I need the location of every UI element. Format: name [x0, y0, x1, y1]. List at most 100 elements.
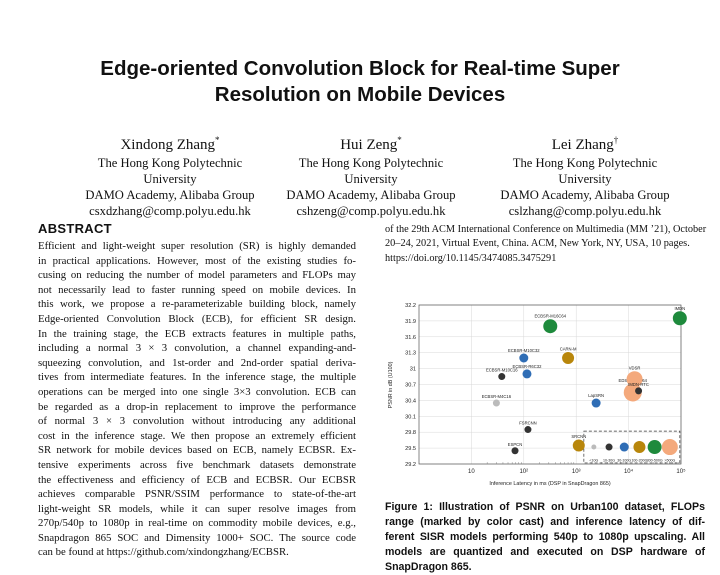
caption-line: range (marked by color cast) and inferen…: [385, 516, 705, 528]
y-axis-label: PSNR in dB (U100): [388, 361, 394, 408]
author-block: Lei Zhang† The Hong Kong Polytechnic Uni…: [470, 131, 700, 219]
data-point: [524, 426, 532, 434]
data-point: [492, 399, 500, 407]
flops-legend: <10G 10-30G 30-100G 100-200G 300-500G >500G: [589, 439, 678, 462]
legend-label: 10-30G: [603, 458, 615, 462]
data-point: [498, 373, 506, 381]
abstract-line: SR network for mobile devices based on E…: [38, 444, 356, 457]
x-tick-label: 10⁵: [676, 468, 686, 475]
legend-label: 100-200G: [631, 458, 647, 462]
abstract-line: can be found at https://github.com/xindo…: [38, 546, 289, 559]
x-axis-label: Inference Latency in ms (DSP in SnapDrag…: [489, 481, 610, 487]
author-affiliation: DAMO Academy, Alibaba Group: [286, 188, 456, 202]
abstract-line: Snapdragon 865 SOC and Dimensity 1000+ S…: [38, 531, 356, 544]
psnr-latency-chart: 29.2 29.5 29.8 30.1 30.4 30.7 31 31.3 31.6 31.9 32…: [388, 303, 687, 487]
data-point: [591, 398, 601, 408]
data-point-label: SRCNN: [571, 434, 586, 439]
caption-line: Figure 1: Illustration of PSNR on Urban1…: [385, 501, 705, 513]
data-point-label: ECBSR-M16C64: [534, 314, 566, 319]
x-tick-label: 10⁴: [624, 468, 634, 475]
abstract-line: this work, we propose a re-parameterizab…: [38, 298, 356, 311]
abstract-heading: ABSTRACT: [38, 221, 112, 236]
reference-format: of the 29th ACM International Conference…: [385, 223, 707, 266]
abstract-line: the effectiveness and efficiency of ECB …: [38, 473, 356, 486]
data-point: [511, 447, 519, 455]
paper-title: Edge-oriented Convolution Block for Real…: [40, 56, 680, 108]
data-point-label: LapSRN: [588, 393, 604, 398]
y-tick-label: 31.3: [405, 351, 416, 357]
abstract-line: In the training stage, the ECB extracts …: [38, 327, 356, 340]
caption-line: ferent SISR models performing 540p to 10…: [385, 531, 705, 543]
x-tick-label: 10: [468, 469, 475, 475]
abstract-line: cost in the inference stage. We then pro…: [38, 429, 356, 442]
data-point: [543, 319, 558, 334]
y-tick-label: 32.2: [405, 303, 416, 309]
author-affiliation: The Hong Kong Polytechnic: [97, 156, 243, 170]
x-axis-ticks: 10 10² 10³ 10⁴ 10⁵: [468, 468, 686, 475]
author-affiliation: DAMO Academy, Alibaba Group: [500, 188, 670, 202]
data-point-label: FSRCNN: [519, 421, 536, 426]
abstract-line: 270p/540p to 1080p in real-time on commo…: [38, 517, 356, 530]
legend-label: 30-100G: [617, 458, 631, 462]
author-affiliation: University: [344, 172, 398, 186]
y-tick-label: 29.2: [405, 462, 416, 468]
author-affiliation: University: [558, 172, 612, 186]
flops-legend-box: [583, 430, 681, 464]
legend-label: >500G: [664, 458, 675, 462]
abstract-line: light-weight SR models, while it can sup…: [38, 502, 356, 515]
y-tick-label: 31.9: [405, 319, 416, 325]
abstract-line: squeezing convolution, and 1st-order and…: [38, 356, 356, 369]
author-block: Hui Zeng* The Hong Kong Polytechnic Univ…: [256, 131, 486, 219]
legend-marker: [619, 442, 629, 452]
abstract-line: of normal 3 × 3 convolution without intr…: [38, 415, 356, 428]
y-tick-label: 31.6: [405, 335, 416, 341]
abstract-line: be regarded as a drop-in replacement to …: [38, 400, 356, 413]
reference-line: 20–24, 2021, Virtual Event, China. ACM, …: [385, 238, 690, 250]
paper-title-line: Resolution on Mobile Devices: [214, 83, 506, 106]
author-affiliation: The Hong Kong Polytechnic: [512, 156, 658, 170]
data-point: [562, 352, 575, 364]
legend-label: 300-500G: [647, 458, 663, 462]
plot-frame: [418, 304, 682, 465]
abstract-line: tensive experiments across five benchmar…: [38, 458, 356, 471]
data-point: [672, 311, 687, 326]
reference-line: https://doi.org/10.1145/3474085.3475291: [385, 252, 557, 264]
data-point-label: ECBSR-R6C32: [513, 364, 543, 369]
legend-marker: [633, 441, 646, 454]
author-name: Lei Zhang†: [551, 135, 619, 153]
legend-marker: [591, 444, 597, 450]
author-email[interactable]: cslzhang@comp.polyu.edu.hk: [508, 204, 662, 218]
data-point: [635, 387, 643, 395]
y-axis-ticks: 29.2 29.5 29.8 30.1 30.4 30.7 31 31.3 31.6 31.9 32…: [405, 303, 416, 468]
abstract-line: in practical applications. However, most…: [38, 254, 356, 267]
data-points: EDSR-R16C64IMDNECBSR-M16C64CARN-MECBSR-M…: [482, 306, 687, 455]
data-point-label: CARN-M: [560, 347, 577, 352]
abstract-line: cusing on reducing the number of model p…: [38, 269, 356, 282]
abstract-line: tives from intermediate features. In the…: [38, 371, 356, 384]
author-email[interactable]: csxdzhang@comp.polyu.edu.hk: [89, 204, 251, 218]
abstract-line: including a normal 3 × 3 convolution, a …: [38, 342, 356, 355]
y-tick-label: 31: [410, 367, 416, 373]
data-point-label: IMDN: [674, 306, 685, 311]
data-point-label: ESPCN: [508, 442, 522, 447]
reference-line: of the 29th ACM International Conference…: [385, 224, 707, 235]
legend-marker: [661, 439, 678, 456]
data-point-label: ECBSR-M4C16: [482, 394, 512, 399]
author-email[interactable]: cshzeng@comp.polyu.edu.hk: [296, 204, 446, 218]
abstract-line: Edge-oriented Convolution Block (ECB), f…: [38, 312, 356, 325]
y-tick-label: 29.5: [405, 446, 416, 452]
data-point: [572, 439, 585, 452]
author-affiliation: The Hong Kong Polytechnic: [298, 156, 444, 170]
y-tick-label: 30.4: [405, 398, 416, 404]
abstract-line: not necessarily lead to faster running s…: [38, 283, 356, 296]
y-tick-label: 30.1: [405, 414, 416, 420]
abstract-body: Efficient and light-weight super resolut…: [38, 239, 356, 560]
data-point-label: VDSR: [629, 366, 641, 371]
data-point-label: ECBSR-M10C16: [486, 368, 518, 373]
author-name: Hui Zeng*: [340, 135, 402, 153]
y-tick-label: 29.8: [405, 430, 416, 436]
figure-caption: Figure 1: Illustration of PSNR on Urban1…: [385, 500, 705, 575]
x-tick-label: 10²: [519, 469, 528, 475]
data-point: [522, 369, 532, 379]
author-affiliation: University: [143, 172, 197, 186]
